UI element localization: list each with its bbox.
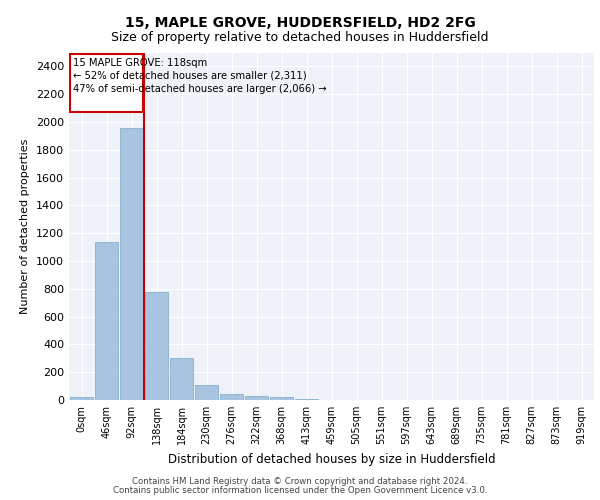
Bar	[95, 242, 118, 400]
Text: 47% of semi-detached houses are larger (2,066) →: 47% of semi-detached houses are larger (…	[73, 84, 327, 94]
Text: ← 52% of detached houses are smaller (2,311): ← 52% of detached houses are smaller (2,…	[73, 70, 307, 81]
Bar	[245, 396, 268, 400]
Bar	[170, 358, 193, 400]
Text: 15, MAPLE GROVE, HUDDERSFIELD, HD2 2FG: 15, MAPLE GROVE, HUDDERSFIELD, HD2 2FG	[125, 16, 475, 30]
FancyBboxPatch shape	[70, 54, 143, 112]
Text: Contains public sector information licensed under the Open Government Licence v3: Contains public sector information licen…	[113, 486, 487, 495]
Bar	[70, 396, 94, 400]
Y-axis label: Number of detached properties: Number of detached properties	[20, 138, 31, 314]
X-axis label: Distribution of detached houses by size in Huddersfield: Distribution of detached houses by size …	[167, 452, 496, 466]
Text: 15 MAPLE GROVE: 118sqm: 15 MAPLE GROVE: 118sqm	[73, 58, 208, 68]
Bar	[194, 386, 218, 400]
Bar	[220, 394, 244, 400]
Text: Size of property relative to detached houses in Huddersfield: Size of property relative to detached ho…	[111, 31, 489, 44]
Text: Contains HM Land Registry data © Crown copyright and database right 2024.: Contains HM Land Registry data © Crown c…	[132, 477, 468, 486]
Bar	[119, 128, 143, 400]
Bar	[145, 292, 169, 400]
Bar	[269, 396, 293, 400]
